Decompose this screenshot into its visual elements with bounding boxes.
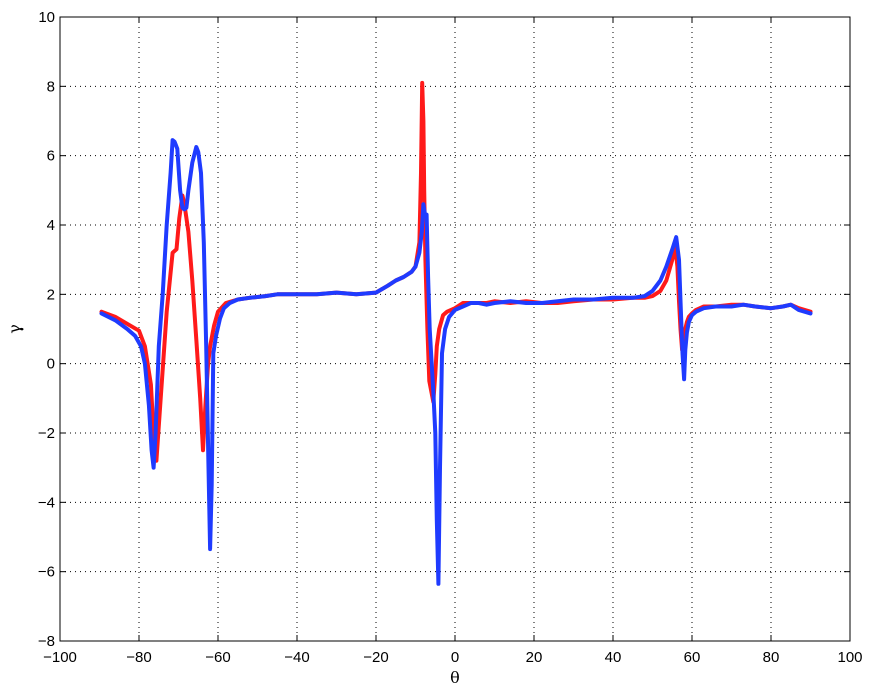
y-axis-label: γ (5, 324, 24, 334)
series-layer (99, 80, 813, 586)
x-tick-label: −20 (363, 649, 388, 666)
axis-ticks (59, 16, 851, 642)
y-tick-label: −2 (38, 425, 55, 442)
y-tick-label: 8 (47, 78, 55, 95)
y-tick-label: −8 (38, 633, 55, 650)
series-line-2 (99, 138, 813, 586)
y-axis-tick-labels: −8 −6 −4 −2 0 2 4 6 8 10 (38, 9, 55, 650)
y-tick-label: 6 (47, 148, 55, 165)
y-tick-label: −6 (38, 564, 55, 581)
y-tick-label: 0 (47, 356, 55, 373)
x-tick-label: 100 (837, 649, 862, 666)
x-tick-label: 20 (526, 649, 543, 666)
x-tick-label: 80 (763, 649, 780, 666)
x-tick-label: −100 (43, 649, 77, 666)
x-tick-label: −40 (284, 649, 309, 666)
y-tick-label: −4 (38, 494, 55, 511)
y-tick-label: 2 (47, 286, 55, 303)
x-axis-label: θ (450, 668, 460, 687)
x-tick-label: −60 (205, 649, 230, 666)
y-tick-label: 10 (38, 9, 55, 26)
x-tick-label: −80 (126, 649, 151, 666)
x-axis-tick-labels: −100 −80 −60 −40 −20 0 20 40 60 80 100 (43, 649, 862, 666)
x-tick-label: 0 (451, 649, 459, 666)
x-tick-label: 40 (605, 649, 622, 666)
y-tick-label: 4 (47, 217, 55, 234)
grid-lines (60, 17, 850, 641)
x-tick-label: 60 (684, 649, 701, 666)
